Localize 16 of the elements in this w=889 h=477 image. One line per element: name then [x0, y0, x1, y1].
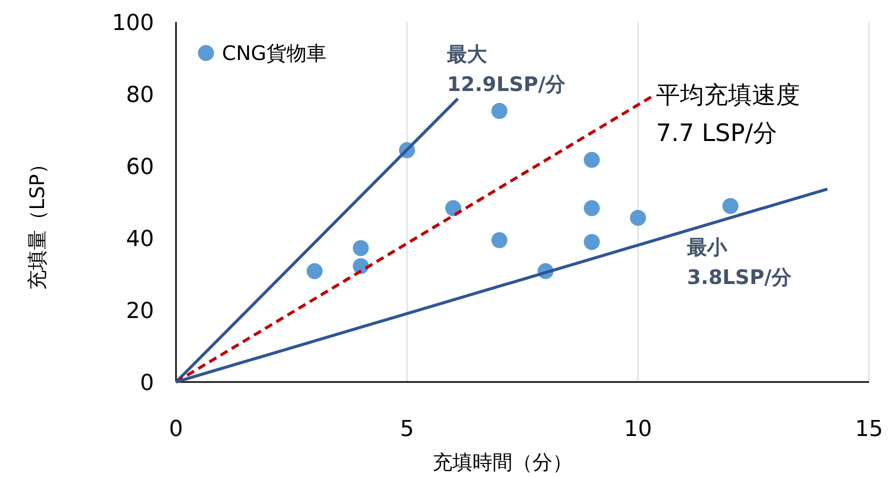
y-tick-label: 80	[126, 83, 154, 108]
x-tick-label: 5	[400, 417, 414, 442]
x-axis-title: 充填時間（分）	[432, 450, 572, 474]
y-tick-label: 100	[112, 11, 154, 36]
y-tick-label: 0	[140, 371, 154, 396]
annotation: 最小 3.8LSP/分	[686, 235, 793, 289]
y-tick-label: 60	[126, 155, 154, 180]
legend-label: CNG貨物車	[222, 41, 326, 65]
x-tick-label: 0	[169, 417, 183, 442]
y-axis-title: 充填量（LSP）	[25, 154, 49, 290]
x-tick-label: 15	[855, 417, 883, 442]
y-tick-label: 40	[126, 227, 154, 252]
annotation: 平均充填速度 7.7 LSP/分	[656, 81, 800, 148]
y-tick-label: 20	[126, 299, 154, 324]
x-tick-label: 10	[624, 417, 652, 442]
annotation: 最大 12.9LSP/分	[446, 42, 566, 96]
